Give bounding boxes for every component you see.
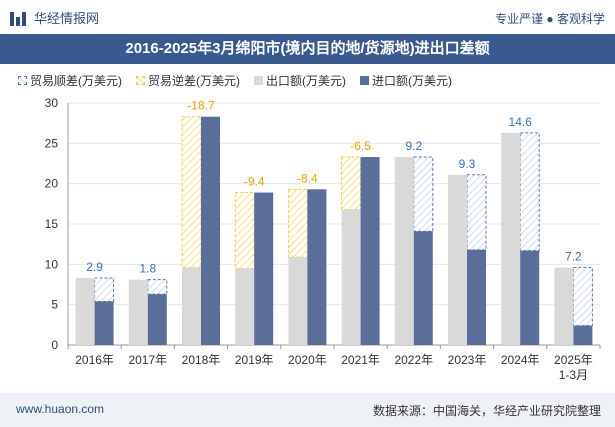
deficit-bar	[181, 116, 202, 269]
difference-data-label: 7.2	[565, 250, 582, 264]
x-tick-label: 2021年	[341, 353, 380, 367]
difference-data-label: 9.3	[459, 157, 476, 171]
x-tick-label: 2023年	[448, 353, 487, 367]
surplus-bar	[413, 156, 434, 232]
legend-swatch-import	[360, 76, 369, 85]
legend-swatch-export	[254, 76, 263, 85]
export-bar	[501, 132, 521, 345]
legend-item-surplus: 贸易顺差(万美元)	[18, 72, 122, 89]
legend-item-export: 出口额(万美元)	[254, 72, 346, 89]
export-bar	[288, 257, 308, 345]
surplus-bar	[572, 267, 593, 327]
y-tick-label: 0	[51, 338, 58, 352]
import-bar	[307, 189, 327, 345]
export-bar	[182, 267, 201, 345]
difference-data-label: 9.2	[405, 139, 422, 153]
export-bar	[341, 209, 361, 345]
brand-name: 华经情报网	[34, 11, 100, 26]
top-bar: 华经情报网 专业严谨 ● 客观科学	[0, 0, 615, 34]
legend-label-deficit: 贸易逆差(万美元)	[148, 74, 240, 88]
import-bar	[201, 116, 220, 345]
deficit-bar	[341, 156, 362, 210]
footer: www.huaon.com 数据来源：中国海关，华经产业研究院整理	[0, 393, 615, 427]
difference-data-label: -6.5	[350, 139, 371, 153]
difference-data-label: -18.7	[187, 99, 215, 113]
difference-data-label: 14.6	[509, 115, 533, 129]
legend-label-import: 进口额(万美元)	[372, 74, 452, 88]
import-bar	[94, 301, 114, 345]
import-bar	[573, 325, 593, 345]
deficit-bar	[234, 192, 255, 269]
x-tick-label: 1-3月	[559, 368, 588, 382]
difference-data-label: -8.4	[297, 171, 318, 185]
legend-swatch-deficit	[136, 76, 145, 85]
y-tick-label: 30	[45, 96, 59, 110]
x-tick-label: 2020年	[288, 353, 327, 367]
y-tick-label: 10	[45, 257, 59, 271]
import-bar	[360, 157, 380, 345]
site-url: www.huaon.com	[16, 402, 105, 416]
data-source: 数据来源：中国海关，华经产业研究院整理	[372, 404, 601, 418]
legend-item-deficit: 贸易逆差(万美元)	[136, 72, 240, 89]
difference-data-label: -9.4	[244, 175, 265, 189]
tagline: 专业严谨 ● 客观科学	[495, 12, 605, 26]
surplus-bar	[519, 132, 540, 252]
difference-data-label: 2.9	[86, 260, 103, 274]
export-bar	[128, 279, 148, 345]
export-bar	[554, 267, 574, 345]
x-tick-label: 2016年	[75, 353, 114, 367]
x-tick-label: 2025年	[554, 353, 593, 367]
x-tick-label: 2018年	[182, 353, 221, 367]
x-tick-label: 2017年	[128, 353, 167, 367]
x-tick-label: 2022年	[394, 353, 433, 367]
x-tick-label: 2019年	[235, 353, 274, 367]
surplus-bar	[466, 174, 487, 251]
legend-item-import: 进口额(万美元)	[360, 72, 452, 89]
import-bar	[467, 249, 486, 345]
x-tick-label: 2024年	[501, 353, 540, 367]
legend-label-export: 出口额(万美元)	[266, 74, 346, 88]
import-bar	[147, 294, 167, 345]
export-bar	[235, 268, 255, 345]
import-bar	[254, 192, 274, 345]
y-tick-label: 5	[51, 298, 58, 312]
export-bar	[75, 278, 95, 345]
chart-legend: 贸易顺差(万美元) 贸易逆差(万美元) 出口额(万美元) 进口额(万美元)	[18, 72, 452, 89]
legend-label-surplus: 贸易顺差(万美元)	[30, 74, 122, 88]
brand-logo: 华经情报网	[10, 8, 99, 27]
difference-data-label: 1.8	[139, 262, 156, 276]
import-bar	[413, 231, 433, 345]
y-tick-label: 15	[45, 217, 59, 231]
deficit-bar	[287, 188, 308, 258]
legend-swatch-surplus	[18, 76, 27, 85]
bars-logo-icon	[10, 10, 28, 26]
y-tick-label: 20	[45, 177, 59, 191]
y-tick-label: 25	[45, 136, 59, 150]
export-bar	[394, 157, 414, 345]
chart-plot: 0 5 10 15 20 25 30 2016年 2017年 2018年 2019年 2020年 202…	[45, 96, 601, 382]
surplus-bar	[94, 277, 115, 302]
export-bar	[448, 174, 467, 345]
surplus-bar	[147, 279, 168, 295]
chart-title: 2016-2025年3月绵阳市(境内目的地/货源地)进出口差额	[0, 34, 615, 64]
import-bar	[520, 250, 540, 345]
